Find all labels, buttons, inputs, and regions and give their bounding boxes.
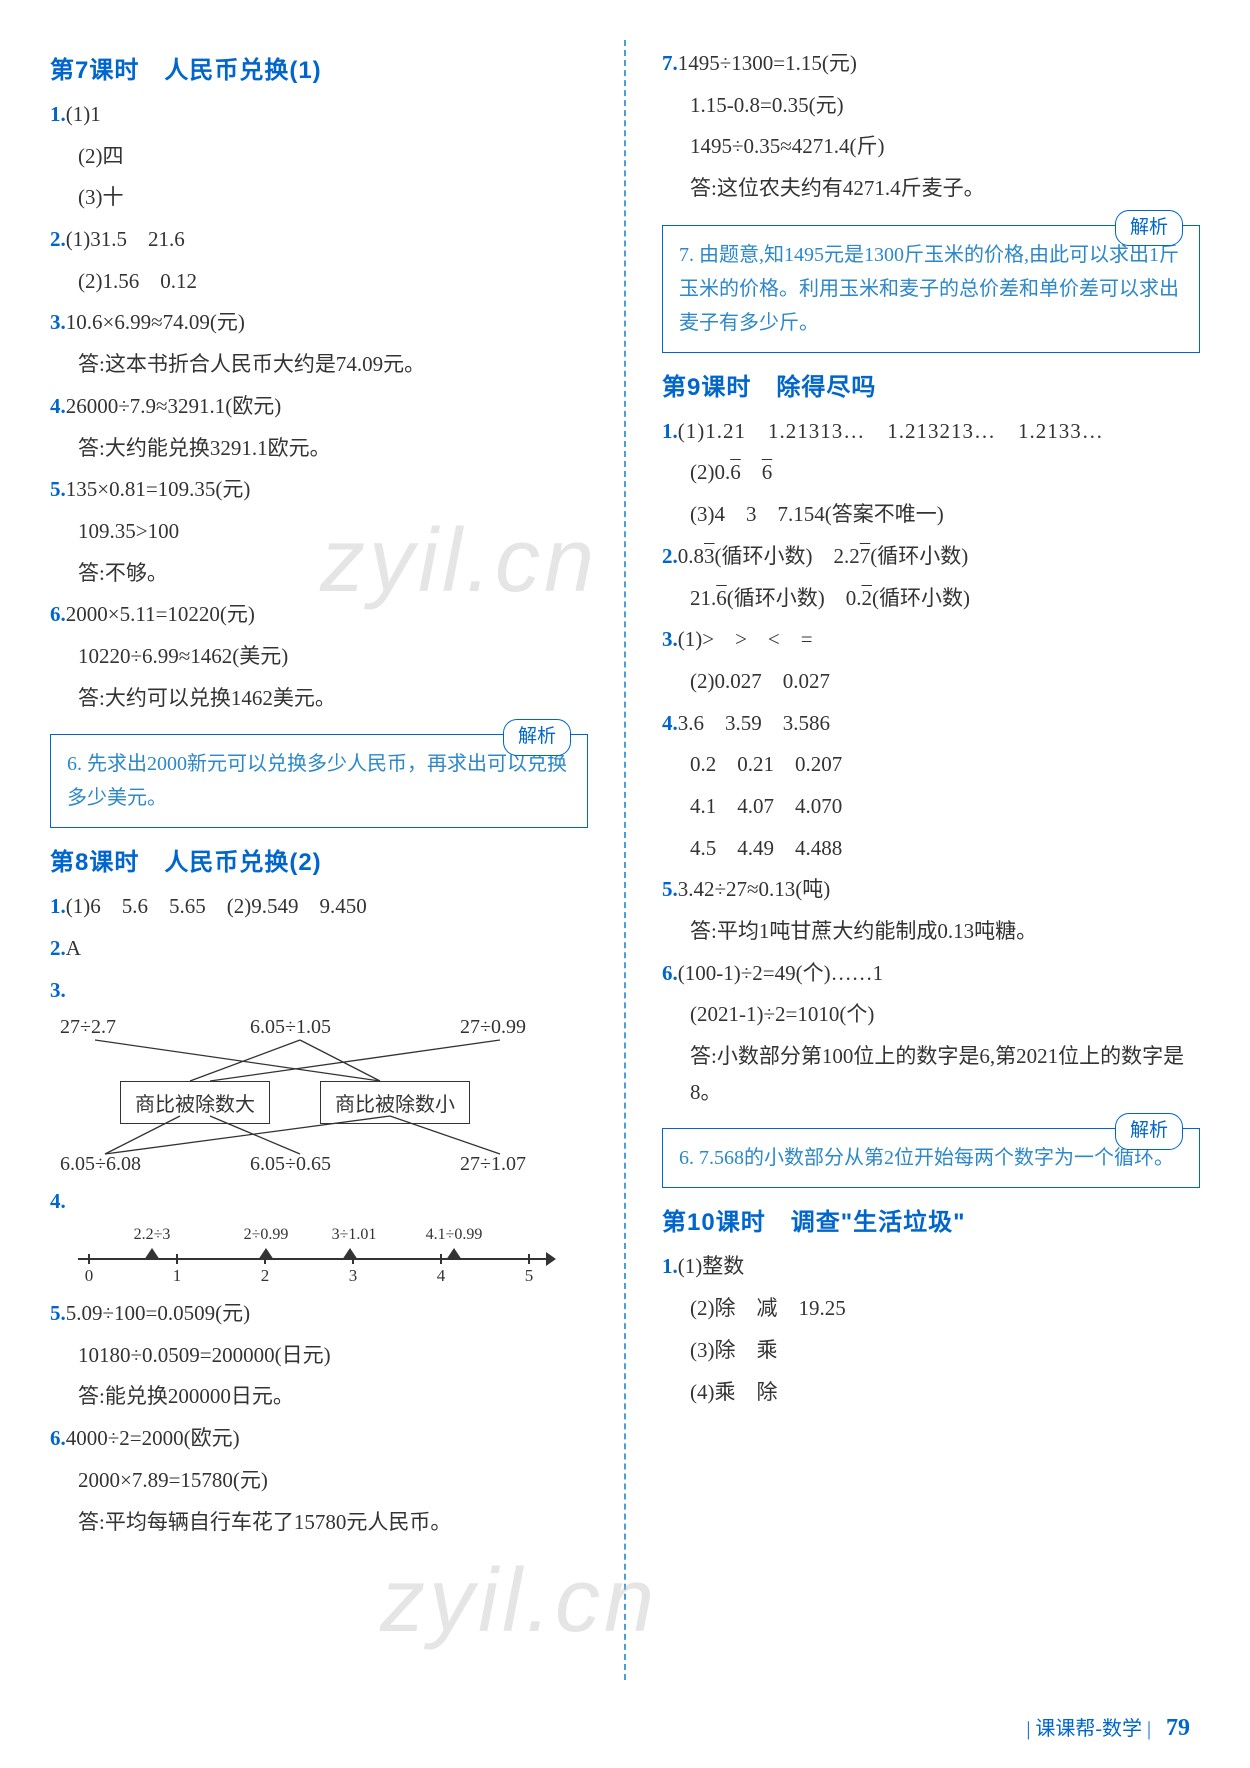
l9-q4-3: 4.1 4.07 4.070	[662, 789, 1200, 825]
two-column-layout: 第7课时 人民币兑换(1) 1.(1)1 (2)四 (3)十 2.(1)31.5…	[50, 40, 1200, 1680]
l9-q3: 3.(1)> > < =	[662, 622, 1200, 658]
l9-q4-4: 4.5 4.49 4.488	[662, 831, 1200, 867]
l8-q1: 1.(1)6 5.6 5.65 (2)9.549 9.450	[50, 889, 588, 925]
q1-2: (2)四	[50, 139, 588, 175]
lesson-8-heading: 第8课时 人民币兑换(2)	[50, 842, 588, 877]
l9-q2-b: 21.6(循环小数) 0.2(循环小数)	[662, 581, 1200, 617]
q5-ans: 答:不够。	[50, 556, 588, 592]
r-q7-b: 1.15-0.8=0.35(元)	[662, 88, 1200, 124]
analysis-tag: 解析	[1115, 210, 1183, 246]
analysis-box-7: 解析 7. 由题意,知1495元是1300斤玉米的价格,由此可以求出1斤玉米的价…	[662, 225, 1200, 353]
q5: 5.135×0.81=109.35(元)	[50, 472, 588, 508]
q3: 3.10.6×6.99≈74.09(元)	[50, 305, 588, 341]
page-footer: | 课课帮-数学 | 79	[1026, 1712, 1190, 1742]
analysis-box-9-6: 解析 6. 7.568的小数部分从第2位开始每两个数字为一个循环。	[662, 1128, 1200, 1188]
analysis-tag: 解析	[1115, 1113, 1183, 1149]
page-number: 79	[1166, 1715, 1190, 1741]
analysis-text: 7. 由题意,知1495元是1300斤玉米的价格,由此可以求出1斤玉米的价格。利…	[679, 238, 1183, 340]
l8-q5: 5.5.09÷100=0.0509(元)	[50, 1296, 588, 1332]
analysis-tag: 解析	[503, 719, 571, 755]
l8-q2: 2.A	[50, 931, 588, 967]
l10-q1: 1.(1)整数	[662, 1249, 1200, 1285]
lesson-10-heading: 第10课时 调查"生活垃圾"	[662, 1202, 1200, 1237]
r-q7-c: 1495÷0.35≈4271.4(斤)	[662, 129, 1200, 165]
q2-2: (2)1.56 0.12	[50, 264, 588, 300]
q3-diagram: 27÷2.7 6.05÷1.05 27÷0.99 商比被除数大 商比被除数小 6…	[50, 1016, 588, 1176]
r-q7: 7.1495÷1300=1.15(元)	[662, 46, 1200, 82]
l9-q1: 1.(1)1.21 1.21313… 1.213213… 1.2133…	[662, 414, 1200, 450]
l9-q1-3: (3)4 3 7.154(答案不唯一)	[662, 497, 1200, 533]
l9-q5: 5.3.42÷27≈0.13(吨)	[662, 872, 1200, 908]
r-q7-d: 答:这位农夫约有4271.4斤麦子。	[662, 171, 1200, 207]
l9-q6-b: (2021-1)÷2=1010(个)	[662, 997, 1200, 1033]
diagram-lines	[50, 1016, 610, 1176]
l9-q4: 4.3.6 3.59 3.586	[662, 706, 1200, 742]
q6-b: 10220÷6.99≈1462(美元)	[50, 639, 588, 675]
q1: 1.(1)1	[50, 97, 588, 133]
q4: 4.26000÷7.9≈3291.1(欧元)	[50, 389, 588, 425]
nl-marker	[446, 1248, 462, 1260]
l9-q6: 6.(100-1)÷2=49(个)……1	[662, 956, 1200, 992]
l8-q5-ans: 答:能兑换200000日元。	[50, 1379, 588, 1415]
l8-q4: 4.	[50, 1184, 588, 1220]
q1-3: (3)十	[50, 180, 588, 216]
l9-q3-2: (2)0.027 0.027	[662, 664, 1200, 700]
l8-q6-ans: 答:平均每辆自行车花了15780元人民币。	[50, 1505, 588, 1541]
nl-arrow-icon	[546, 1252, 556, 1266]
q3-ans: 答:这本书折合人民币大约是74.09元。	[50, 347, 588, 383]
left-column: 第7课时 人民币兑换(1) 1.(1)1 (2)四 (3)十 2.(1)31.5…	[50, 40, 588, 1680]
q4-ans: 答:大约能兑换3291.1欧元。	[50, 431, 588, 467]
lesson-9-heading: 第9课时 除得尽吗	[662, 367, 1200, 402]
lesson-7-heading: 第7课时 人民币兑换(1)	[50, 50, 588, 85]
nl-marker	[342, 1248, 358, 1260]
l10-q1-4: (4)乘 除	[662, 1375, 1200, 1411]
column-divider	[624, 40, 626, 1680]
right-column: 7.1495÷1300=1.15(元) 1.15-0.8=0.35(元) 149…	[662, 40, 1200, 1680]
l9-q6-ans: 答:小数部分第100位上的数字是6,第2021位上的数字是8。	[662, 1039, 1200, 1110]
l9-q5-ans: 答:平均1吨甘蔗大约能制成0.13吨糖。	[662, 914, 1200, 950]
l8-q3-row: 3.	[50, 973, 588, 1009]
l10-q1-3: (3)除 乘	[662, 1333, 1200, 1369]
l9-q4-2: 0.2 0.21 0.207	[662, 747, 1200, 783]
q6-ans: 答:大约可以兑换1462美元。	[50, 681, 588, 717]
analysis-text: 6. 7.568的小数部分从第2位开始每两个数字为一个循环。	[679, 1141, 1183, 1175]
q6: 6.2000×5.11=10220(元)	[50, 597, 588, 633]
l9-q1-2: (2)0.6 6	[662, 455, 1200, 491]
l8-q5-b: 10180÷0.0509=200000(日元)	[50, 1338, 588, 1374]
number-line: 0 1 2 3 4 5 2.2÷3 2÷0.99 3÷1.01 4.1÷0.99	[78, 1230, 558, 1290]
q2: 2.(1)31.5 21.6	[50, 222, 588, 258]
l10-q1-2: (2)除 减 19.25	[662, 1291, 1200, 1327]
l9-q2: 2.0.83(循环小数) 2.27(循环小数)	[662, 539, 1200, 575]
l8-q6: 6.4000÷2=2000(欧元)	[50, 1421, 588, 1457]
nl-marker	[258, 1248, 274, 1260]
nl-marker	[144, 1248, 160, 1260]
analysis-text: 6. 先求出2000新元可以兑换多少人民币，再求出可以兑换多少美元。	[67, 747, 571, 815]
q5-b: 109.35>100	[50, 514, 588, 550]
analysis-box-6: 解析 6. 先求出2000新元可以兑换多少人民币，再求出可以兑换多少美元。	[50, 734, 588, 828]
footer-label: | 课课帮-数学 |	[1026, 1718, 1151, 1740]
l8-q6-b: 2000×7.89=15780(元)	[50, 1463, 588, 1499]
